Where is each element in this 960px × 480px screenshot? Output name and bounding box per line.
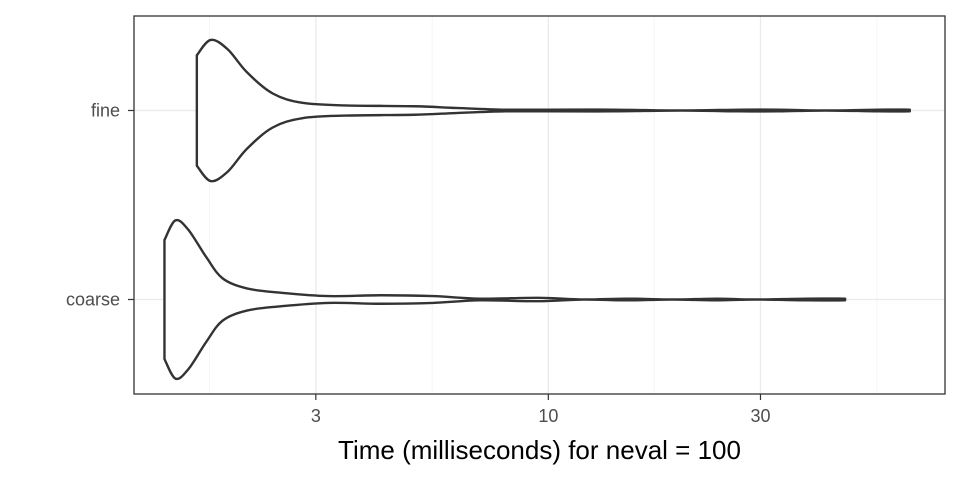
- y-tick-label-fine: fine: [91, 101, 120, 121]
- x-tick-label-0: 3: [311, 406, 321, 426]
- violin-coarse: [163, 218, 847, 381]
- panel-border: [133, 15, 946, 395]
- violin-shapes: [163, 38, 911, 381]
- x-tick-label-1: 10: [538, 406, 558, 426]
- x-tick-label-2: 30: [750, 406, 770, 426]
- y-tick-label-coarse: coarse: [66, 290, 120, 310]
- axes: 3 10 30 coarse fine: [66, 101, 771, 427]
- violin-fine: [195, 38, 911, 183]
- x-axis-title: Time (milliseconds) for neval = 100: [338, 435, 741, 465]
